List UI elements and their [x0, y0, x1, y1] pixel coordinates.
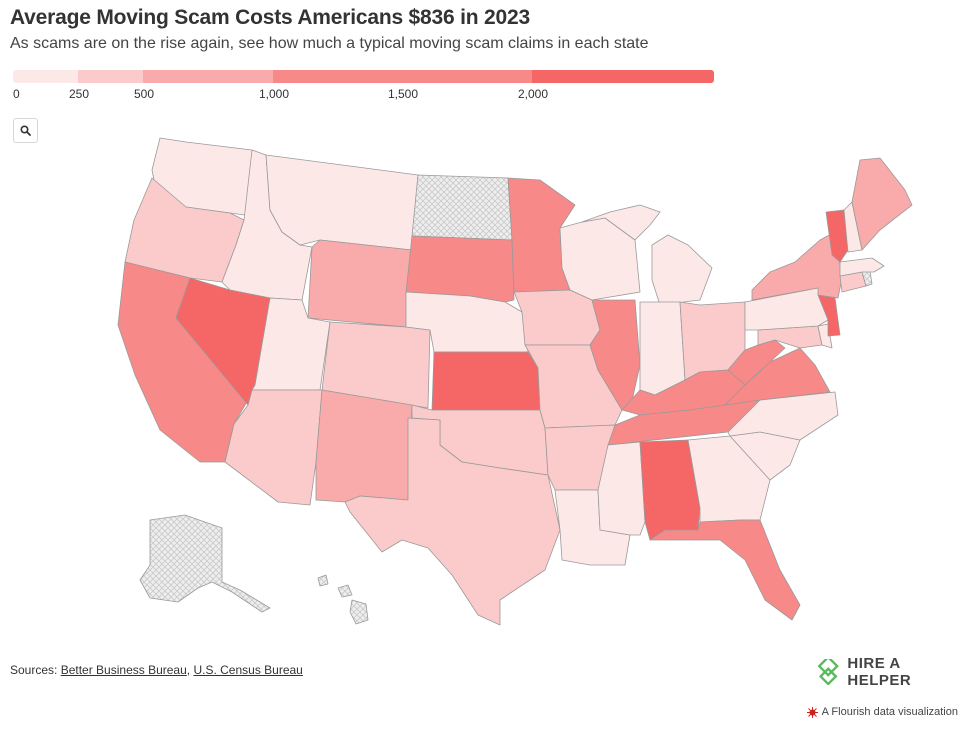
state-kansas[interactable] — [431, 351, 541, 411]
flourish-icon — [806, 706, 818, 718]
sources-separator: , — [186, 663, 191, 677]
state-hawaii-maui[interactable] — [337, 584, 353, 598]
legend-tick-0: 0 — [13, 87, 20, 101]
legend-tick-500: 500 — [133, 87, 155, 101]
state-colorado[interactable] — [321, 321, 431, 409]
legend-bin-2 — [78, 70, 143, 83]
legend-tick-1500: 1,500 — [387, 87, 419, 101]
state-iowa[interactable] — [513, 289, 601, 346]
legend-tick-1000: 1,000 — [258, 87, 290, 101]
state-indiana[interactable] — [639, 301, 686, 396]
sources-line: Sources: Better Business Bureau, U.S. Ce… — [10, 663, 303, 677]
state-texas[interactable] — [344, 417, 561, 626]
zoom-button[interactable] — [13, 118, 38, 143]
legend-bar — [13, 70, 714, 83]
us-choropleth-map — [117, 137, 913, 626]
state-new-mexico[interactable] — [315, 389, 413, 503]
state-new-york[interactable] — [751, 231, 843, 301]
state-north-dakota[interactable] — [411, 174, 513, 241]
page-subtitle: As scams are on the rise again, see how … — [10, 35, 649, 52]
search-icon — [20, 125, 31, 136]
sources-label: Sources: — [10, 663, 58, 677]
state-maine[interactable] — [851, 157, 913, 251]
legend-bin-1 — [13, 70, 78, 83]
legend-tick-250: 250 — [68, 87, 90, 101]
state-michigan-upper[interactable] — [581, 204, 661, 241]
state-wyoming[interactable] — [307, 239, 413, 328]
state-michigan-lower[interactable] — [651, 234, 713, 306]
state-utah[interactable] — [251, 297, 331, 391]
hire-a-helper-logo-icon — [817, 659, 839, 685]
hire-a-helper-logo[interactable]: HIRE A HELPER — [816, 655, 966, 689]
state-massachusetts[interactable] — [839, 257, 885, 277]
state-alaska[interactable] — [139, 514, 271, 613]
legend-bin-5 — [532, 70, 714, 83]
legend-bin-3 — [143, 70, 273, 83]
state-montana[interactable] — [265, 154, 419, 251]
legend-tick-2000: 2,000 — [517, 87, 549, 101]
flourish-credit[interactable]: A Flourish data visualization — [806, 706, 958, 718]
color-legend: 0 250 500 1,000 1,500 2,000 — [13, 70, 714, 102]
page-title: Average Moving Scam Costs Americans $836… — [10, 6, 530, 29]
source-link-census[interactable]: U.S. Census Bureau — [193, 663, 303, 677]
flourish-text: A Flourish data visualization — [821, 706, 958, 718]
state-hawaii-big-island[interactable] — [349, 599, 369, 625]
source-link-bbb[interactable]: Better Business Bureau — [60, 663, 187, 677]
state-vermont[interactable] — [825, 209, 849, 263]
legend-bin-4 — [273, 70, 532, 83]
state-west-virginia[interactable] — [727, 339, 786, 386]
state-south-dakota[interactable] — [405, 235, 515, 303]
state-hawaii-oahu[interactable] — [317, 574, 329, 587]
state-florida[interactable] — [649, 519, 801, 621]
logo-text: HIRE A HELPER — [847, 655, 912, 689]
